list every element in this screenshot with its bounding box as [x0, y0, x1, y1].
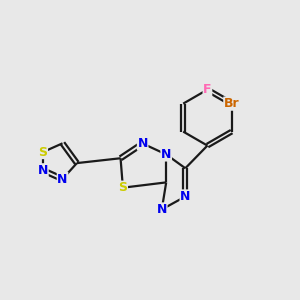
- Text: N: N: [38, 164, 48, 177]
- Text: N: N: [161, 148, 171, 161]
- Text: S: S: [38, 146, 47, 159]
- Text: N: N: [180, 190, 190, 203]
- Text: N: N: [57, 172, 68, 185]
- Text: Br: Br: [224, 97, 239, 110]
- Text: N: N: [137, 137, 148, 150]
- Text: N: N: [157, 203, 167, 216]
- Text: S: S: [118, 181, 127, 194]
- Text: F: F: [203, 83, 212, 96]
